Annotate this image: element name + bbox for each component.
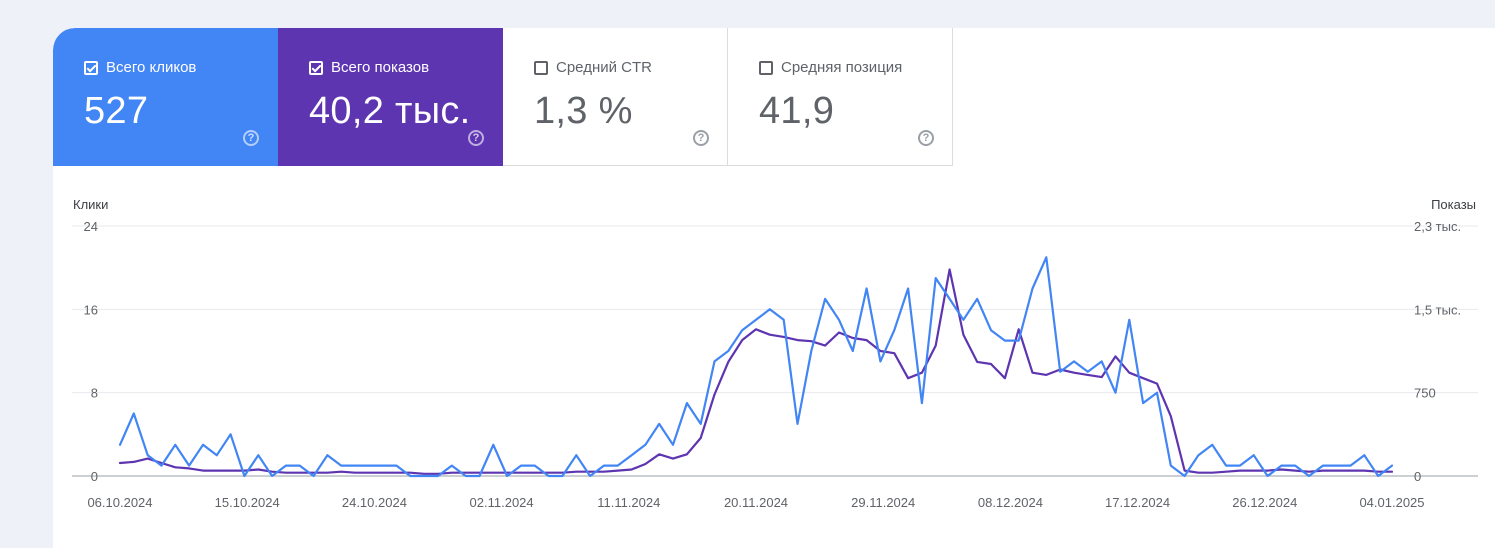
checkbox-clicks[interactable]	[84, 60, 98, 75]
help-icon[interactable]: ?	[468, 130, 484, 146]
metric-label-impressions: Всего показов	[331, 59, 430, 76]
y-right-tick-label: 750	[1414, 386, 1436, 401]
metric-tile-header: Всего показов	[309, 59, 429, 76]
series-line-impressions[interactable]	[118, 268, 1394, 475]
y-left-title: Клики	[73, 197, 108, 212]
checkbox-impressions[interactable]	[309, 60, 323, 75]
metric-label-ctr: Средний CTR	[556, 59, 652, 76]
metric-tile-header: Средняя позиция	[759, 59, 902, 76]
x-tick-label: 26.12.2024	[1232, 495, 1297, 510]
performance-chart: Клики Показы 24 16 8 0 2,3 тыс. 1,5 тыс. 750 0…	[72, 197, 1478, 510]
y-left-tick-label: 8	[91, 386, 98, 401]
metric-value-ctr: 1,3 %	[534, 90, 633, 132]
y-left-ticks: 24 16 8 0	[84, 219, 98, 484]
performance-card: Всего кликов 527 ? Всего показов 40,2 ты…	[53, 28, 1495, 548]
x-tick-label: 06.10.2024	[87, 495, 152, 510]
y-right-tick-label: 0	[1414, 469, 1421, 484]
x-tick-label: 11.11.2024	[597, 495, 660, 510]
y-left-tick-label: 24	[84, 219, 98, 234]
x-tick-label: 24.10.2024	[342, 495, 407, 510]
metric-tile-impressions[interactable]: Всего показов 40,2 тыс. ?	[278, 28, 503, 166]
metric-label-clicks: Всего кликов	[106, 59, 197, 76]
x-tick-label: 04.01.2025	[1359, 495, 1424, 510]
x-ticks: 06.10.2024 15.10.2024 24.10.2024 02.11.2024…	[87, 495, 1424, 510]
y-left-tick-label: 16	[84, 302, 98, 317]
y-right-ticks: 2,3 тыс. 1,5 тыс. 750 0	[1414, 219, 1461, 484]
metric-tile-clicks[interactable]: Всего кликов 527 ?	[53, 28, 278, 166]
help-icon[interactable]: ?	[693, 130, 709, 146]
y-right-tick-label: 2,3 тыс.	[1414, 219, 1461, 234]
checkbox-ctr[interactable]	[534, 60, 548, 75]
help-icon[interactable]: ?	[918, 130, 934, 146]
help-icon[interactable]: ?	[243, 130, 259, 146]
x-tick-label: 15.10.2024	[215, 495, 280, 510]
metric-tile-header: Всего кликов	[84, 59, 196, 76]
series-line-clicks[interactable]	[118, 256, 1394, 478]
y-left-tick-label: 0	[91, 469, 98, 484]
metric-value-impressions: 40,2 тыс.	[309, 90, 471, 132]
y-right-title: Показы	[1431, 197, 1476, 212]
metric-tile-position[interactable]: Средняя позиция 41,9 ?	[728, 28, 953, 166]
metric-label-position: Средняя позиция	[781, 59, 903, 76]
metric-tile-header: Средний CTR	[534, 59, 652, 76]
metric-value-clicks: 527	[84, 90, 149, 132]
series-lines[interactable]	[118, 256, 1394, 478]
metric-tile-ctr[interactable]: Средний CTR 1,3 % ?	[503, 28, 728, 166]
y-right-tick-label: 1,5 тыс.	[1414, 302, 1461, 317]
x-tick-label: 02.11.2024	[470, 495, 534, 510]
x-tick-label: 20.11.2024	[724, 495, 788, 510]
metric-value-position: 41,9	[759, 90, 835, 132]
x-tick-label: 08.12.2024	[978, 495, 1043, 510]
checkbox-position[interactable]	[759, 60, 773, 75]
metric-tiles: Всего кликов 527 ? Всего показов 40,2 ты…	[53, 28, 953, 166]
gridlines	[72, 225, 1478, 477]
x-tick-label: 17.12.2024	[1105, 495, 1170, 510]
x-tick-label: 29.11.2024	[851, 495, 915, 510]
